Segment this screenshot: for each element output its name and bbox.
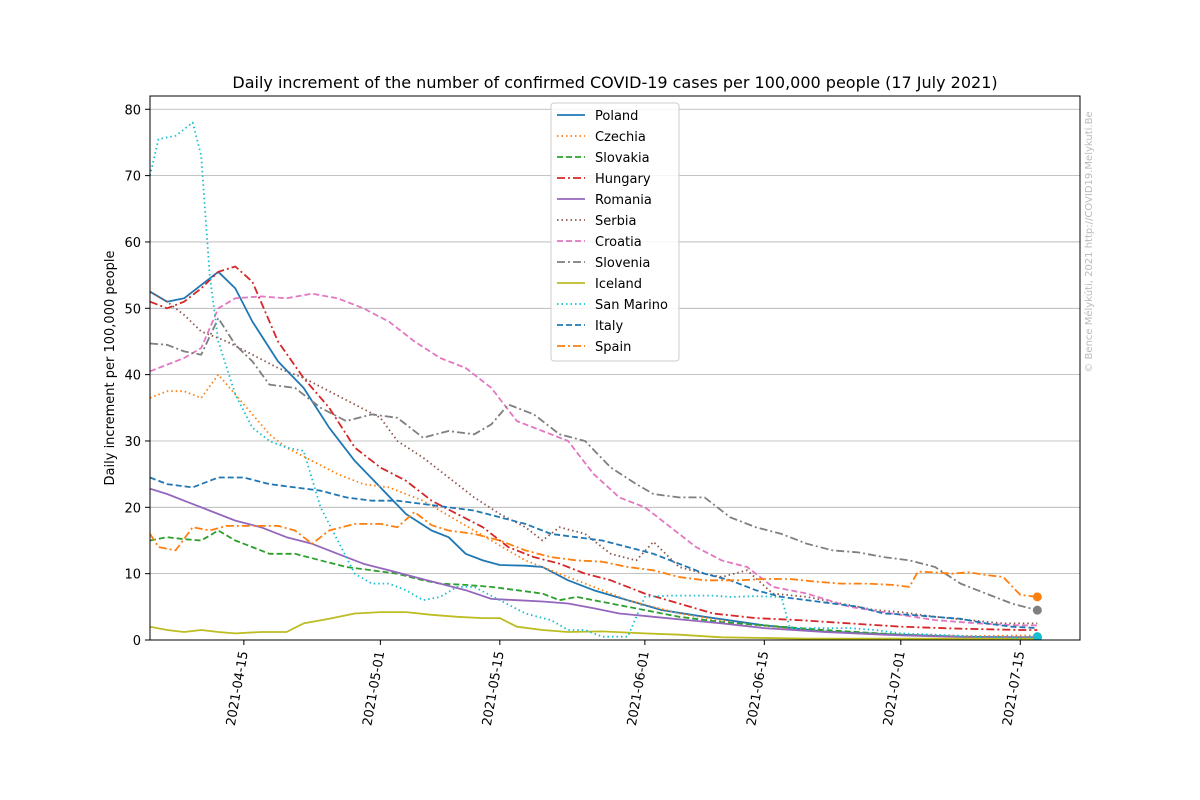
y-axis-label: Daily increment per 100,000 people [103, 251, 118, 486]
series-line-slovakia [150, 529, 1038, 639]
y-tick-label: 40 [124, 369, 141, 384]
series-endpoint-san-marino [1032, 632, 1042, 640]
legend-label: Poland [595, 109, 638, 124]
series-line-italy [150, 476, 1038, 629]
series-line-croatia [150, 292, 1038, 627]
watermark: © Bence Mélykúti, 2021 http://COVID19.Me… [1083, 111, 1095, 372]
legend-label: Iceland [595, 277, 642, 292]
legend-label: Hungary [595, 172, 651, 187]
y-tick-label: 60 [124, 236, 141, 251]
series-line-hungary [150, 265, 1038, 631]
plot-frame [149, 95, 1081, 641]
y-tick-label: 20 [124, 501, 141, 516]
legend-label: Croatia [595, 235, 642, 250]
legend-label: Spain [595, 340, 631, 355]
series-line-romania [150, 487, 1038, 639]
y-tick-label: 10 [124, 568, 141, 583]
series-line-slovenia [150, 317, 1038, 611]
legend-label: Slovakia [595, 151, 650, 166]
y-tick-label: 50 [124, 302, 141, 317]
legend-box [550, 102, 680, 362]
legend-label: Serbia [595, 214, 636, 229]
legend-label: San Marino [595, 298, 668, 313]
series-line-spain [150, 511, 1038, 598]
legend: Poland Czechia Slovakia Hungary Romania Serbi… [550, 102, 680, 362]
y-tick-label: 80 [124, 103, 141, 118]
series-endpoint-slovenia [1032, 605, 1042, 615]
y-tick-label: 70 [124, 170, 141, 185]
chart-title: Daily increment of the number of confirm… [232, 73, 997, 92]
legend-label: Italy [595, 319, 624, 334]
legend-label: Romania [595, 193, 652, 208]
series-line-iceland [150, 611, 1038, 640]
y-tick-label: 0 [133, 634, 141, 649]
plot-series [150, 121, 1042, 640]
series-line-san-marino [150, 121, 1038, 639]
series-line-serbia [150, 290, 1038, 625]
series-endpoint-spain [1032, 592, 1042, 602]
legend-label: Czechia [595, 130, 646, 145]
y-tick-label: 30 [124, 435, 141, 450]
legend-label: Slovenia [595, 256, 650, 271]
